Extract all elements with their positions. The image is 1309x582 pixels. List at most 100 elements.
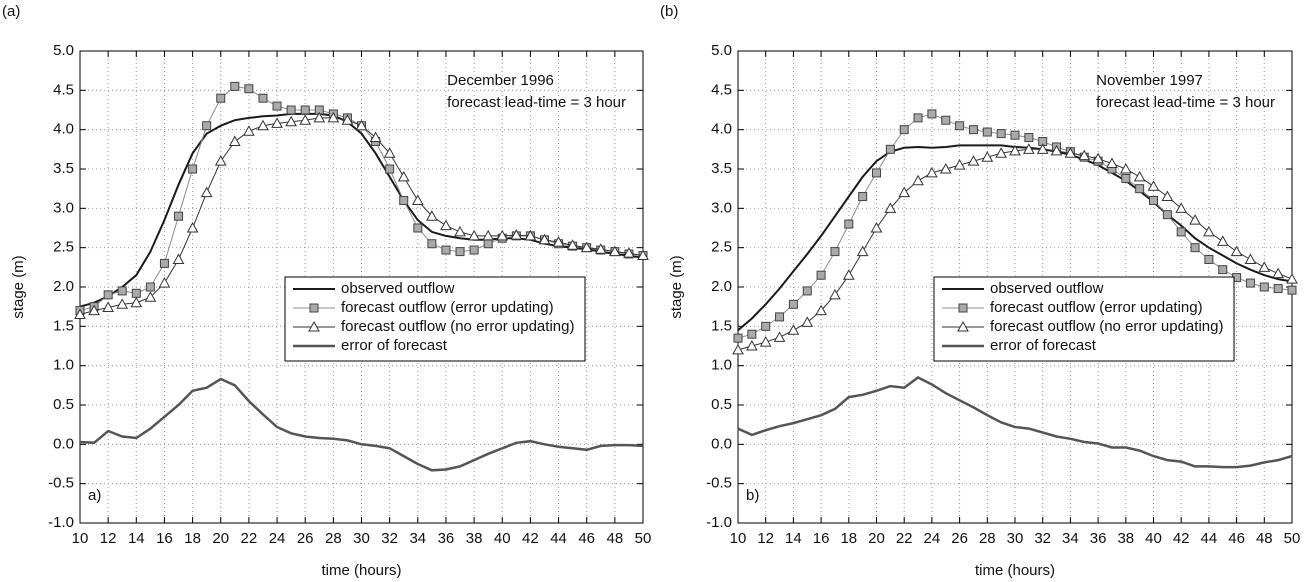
y-axis-title: stage (m) [10,255,27,318]
marker-triangle [1147,180,1160,191]
x-tick-label: 40 [494,530,511,547]
marker-triangle [1244,253,1257,264]
marker-square [427,239,437,249]
marker-triangle [426,210,438,221]
marker-triangle [623,247,635,258]
marker-triangle [884,202,897,213]
x-tick-label: 28 [979,530,996,547]
legend: observed outflow forecast outflow (error … [284,276,586,362]
marker-triangle [524,229,537,241]
marker-triangle [787,324,800,335]
marker-triangle [397,170,410,182]
series-line [79,112,644,308]
marker-triangle [609,245,621,257]
x-tick-label: 32 [381,530,398,547]
legend-label: observed outflow [341,280,455,297]
marker-triangle [1119,162,1132,174]
marker-triangle [271,117,283,128]
marker-triangle [552,236,565,247]
x-tick-label: 42 [522,530,539,547]
y-tick-label: 1.0 [53,357,74,374]
annotation: November 1997 [1096,72,1203,89]
marker-square [1162,210,1172,220]
inner-label: a) [88,487,101,504]
x-tick-label: 46 [578,530,595,547]
y-tick-label: 1.0 [711,357,732,374]
marker-triangle [939,162,952,174]
x-tick-label: 50 [1284,530,1301,547]
marker-square [775,312,785,322]
panel-label: (a) [2,3,20,20]
x-tick-label: 48 [1256,530,1273,547]
marker-triangle [440,219,452,231]
marker-triangle [1050,144,1063,156]
x-tick-label: 48 [607,530,624,547]
marker-triangle [856,245,869,257]
marker-triangle [580,241,593,253]
panel: (a) -1.0 -0.5 0.0 0.5 1.0 1.5 2.0 2.5 3.0 3.5 4.0 4.… [2,3,651,579]
x-tick-label: 16 [156,530,173,547]
legend-label: forecast outflow (no error updating) [341,318,574,335]
marker-square [872,168,881,178]
marker-square [1204,254,1214,264]
marker-triangle [158,277,171,288]
marker-square [1287,285,1297,295]
marker-triangle [759,336,772,347]
marker-triangle [1161,190,1174,202]
marker-triangle [637,249,649,261]
marker-triangle [1023,143,1035,154]
marker-square [145,282,155,292]
marker-square [982,127,992,137]
legend: observed outflow forecast outflow (error … [933,276,1235,362]
x-tick-label: 20 [212,530,229,547]
marker-triangle [308,320,320,332]
marker-triangle [842,269,855,280]
x-tick-label: 10 [72,530,89,547]
x-axis-title: time (hours) [321,562,401,579]
marker-triangle [1036,143,1049,154]
y-tick-label: -1.0 [706,514,732,531]
marker-triangle [1203,225,1215,237]
marker-square [996,129,1006,139]
marker-square [399,195,409,205]
marker-triangle [967,155,980,166]
marker-triangle [1286,273,1298,284]
marker-triangle [74,308,86,320]
marker-square [1135,184,1145,194]
marker-square [469,245,479,255]
legend-label: forecast outflow (no error updating) [990,318,1223,335]
marker-square [413,223,423,233]
x-tick-label: 50 [635,530,652,547]
y-tick-label: 1.5 [711,317,732,334]
x-tick-label: 24 [269,530,286,547]
marker-square [1259,282,1269,292]
y-tick-label: 5.0 [53,42,74,59]
marker-square [927,109,937,119]
y-tick-label: 3.5 [711,160,732,177]
annotation: December 1996 [447,72,554,89]
marker-triangle [1175,202,1188,213]
x-tick-label: 36 [438,530,455,547]
y-tick-label: 3.0 [53,199,74,216]
marker-triangle [1078,149,1091,161]
marker-square [272,101,282,111]
marker-triangle [299,114,312,125]
y-tick-label: 4.5 [711,81,732,98]
x-tick-label: 28 [325,530,342,547]
marker-triangle [468,229,480,241]
marker-triangle [172,253,185,264]
x-tick-label: 18 [184,530,201,547]
marker-triangle [957,320,969,332]
y-tick-label: 2.5 [53,239,74,256]
marker-square [244,84,254,94]
marker-triangle [773,331,786,342]
x-tick-label: 18 [840,530,857,547]
marker-square [968,125,978,135]
marker-square [286,105,296,115]
x-tick-label: 36 [1090,530,1107,547]
plot-frame [79,50,644,524]
marker-triangle [829,288,841,300]
marker-triangle [995,147,1007,158]
marker-square [441,245,451,255]
